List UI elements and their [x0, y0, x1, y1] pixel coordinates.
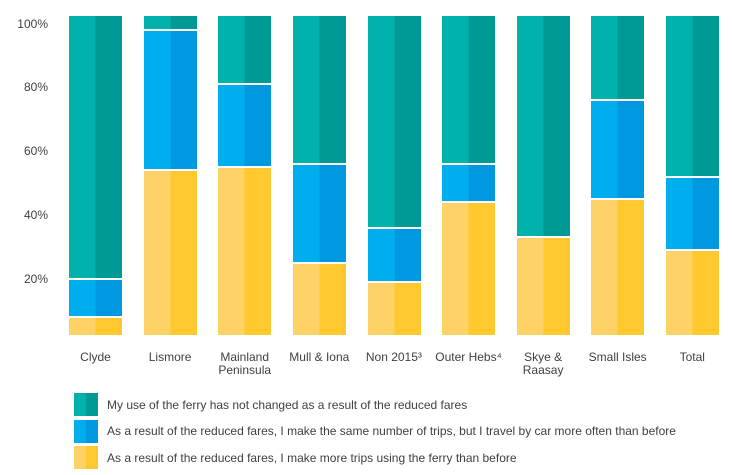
bar-skye-raasay [516, 16, 570, 335]
bar-segment [591, 16, 645, 99]
bar-total [666, 16, 719, 335]
bar-non-2015- [367, 16, 421, 335]
x-axis-category-label: Outer Hebs⁴ [435, 350, 502, 364]
bar-segment [442, 16, 496, 163]
x-axis-category-label: Total [679, 350, 705, 364]
legend-swatch [74, 419, 98, 443]
bar-outer-hebs- [442, 16, 496, 335]
bar-clyde [69, 16, 122, 335]
bar-mull-iona [292, 16, 346, 335]
legend-item-label: As a result of the reduced fares, I make… [107, 450, 517, 465]
y-axis-tick-label: 80% [23, 80, 48, 95]
bar-mainland-peninsula [218, 16, 272, 335]
legend-swatch [74, 446, 98, 469]
bar-segment [69, 16, 122, 278]
legend-item-label: As a result of the reduced fares, I make… [107, 424, 676, 438]
bar-segment [143, 16, 197, 29]
bar-segment [367, 16, 421, 227]
bar-segment [666, 175, 719, 249]
x-axis-category-label: Non 2015³ [365, 350, 422, 364]
bar-segment [367, 226, 421, 281]
bar-segment [591, 98, 645, 198]
bar-segment [69, 277, 122, 316]
bar-segment [218, 16, 272, 83]
x-axis-category-label: Clyde [80, 350, 111, 364]
bar-segment [218, 82, 272, 166]
bar-segment [292, 16, 346, 163]
bar-segment [516, 16, 570, 237]
bar-segment [143, 28, 197, 170]
y-axis-tick-label: 40% [23, 207, 48, 222]
bar-segment [143, 169, 197, 335]
legend-item-label: My use of the ferry has not changed as a… [107, 397, 468, 412]
plot-area [69, 16, 719, 335]
y-axis-tick-label: 20% [23, 271, 48, 286]
bar-segment [516, 236, 570, 335]
x-axis-category-label: Mull & Iona [289, 350, 350, 364]
bar-small-isles [591, 16, 645, 335]
bar-segment [69, 315, 122, 335]
bar-segment [666, 248, 719, 335]
x-axis-category-label: Small Isles [588, 350, 647, 364]
bar-segment [591, 197, 645, 335]
legend-item: As a result of the reduced fares, I make… [74, 446, 676, 469]
legend: My use of the ferry has not changed as a… [74, 393, 676, 473]
bar-segment [218, 165, 272, 335]
legend-item: As a result of the reduced fares, I make… [74, 419, 676, 443]
x-axis-category-label: Lismore [148, 350, 192, 364]
y-axis-tick-label: 60% [23, 144, 48, 159]
y-axis-tick-label: 100% [17, 16, 48, 31]
bar-segment [292, 261, 346, 335]
bar-segment [442, 162, 496, 201]
legend-swatch [74, 393, 98, 416]
x-axis-labels: Clyde Lismore Mainland Peninsula Mull & Ion… [69, 351, 719, 381]
legend-item: My use of the ferry has not changed as a… [74, 393, 676, 416]
bar-lismore [143, 16, 197, 335]
bar-segment [367, 280, 421, 335]
x-axis-category-label: Mainland Peninsula [218, 350, 272, 377]
bar-segment [292, 162, 346, 262]
bar-segment [666, 16, 719, 176]
x-axis-category-label: Skye & Raasay [522, 350, 564, 377]
bar-segment [442, 201, 496, 335]
